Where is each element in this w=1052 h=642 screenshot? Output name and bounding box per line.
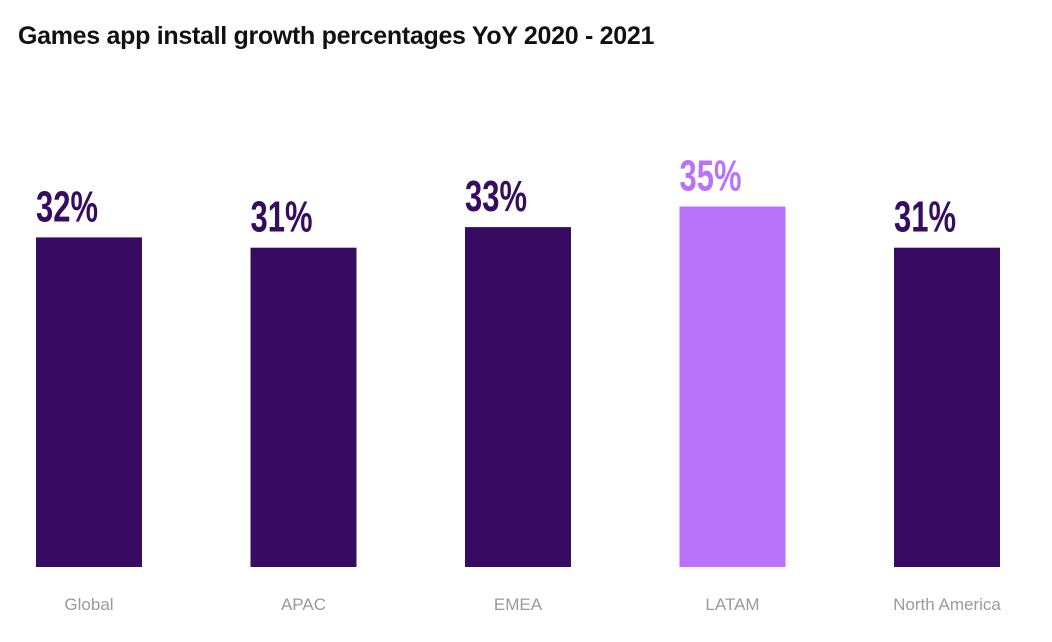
bar-latam [679, 206, 786, 567]
value-label: 31% [894, 193, 956, 242]
category-label: EMEA [494, 595, 543, 614]
category-label: APAC [281, 595, 326, 614]
value-label: 33% [465, 172, 527, 221]
value-label: 31% [251, 193, 313, 242]
bar-apac [250, 247, 357, 567]
category-label: North America [893, 595, 1001, 614]
value-label: 32% [36, 182, 98, 231]
category-label: Global [64, 595, 113, 614]
category-label: LATAM [705, 595, 759, 614]
bar-north-america [894, 247, 1000, 567]
bar-global [36, 237, 142, 567]
bar-emea [465, 227, 571, 567]
value-label: 35% [680, 152, 742, 201]
chart-title: Games app install growth percentages YoY… [18, 22, 655, 50]
